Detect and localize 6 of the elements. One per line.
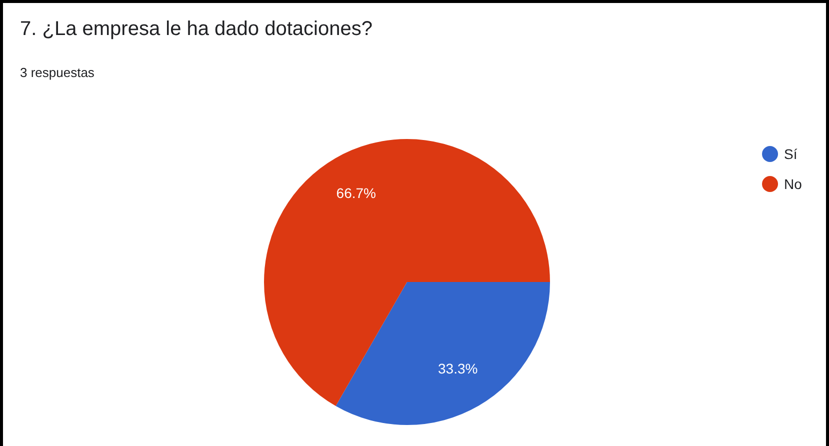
text: 3 respuestas: [20, 65, 94, 80]
chart-title: 7. ¿La empresa le ha dado dotaciones?: [20, 18, 372, 41]
data-label: 66.7%: [336, 184, 376, 201]
legend-label: Sí: [784, 146, 798, 162]
legend-label: No: [784, 176, 802, 192]
data-label: 33.3%: [438, 360, 478, 377]
